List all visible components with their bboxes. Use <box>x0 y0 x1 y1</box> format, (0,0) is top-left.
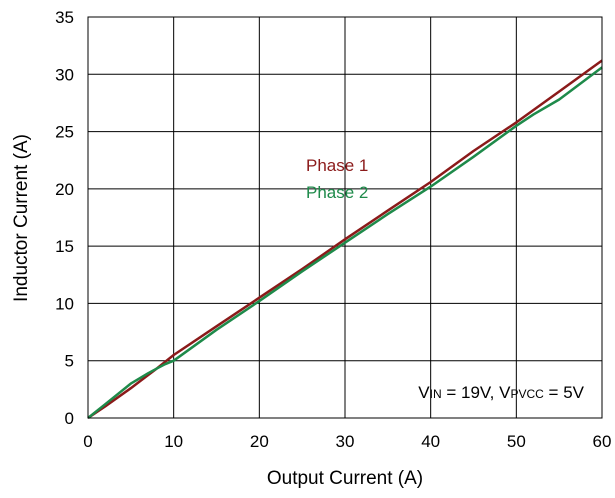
plot-frame <box>87 16 603 419</box>
series-label-phase-1: Phase 1 <box>306 156 368 175</box>
y-tick-labels: 0 5 10 15 20 25 30 35 <box>55 8 74 428</box>
y-tick-label: 5 <box>65 352 74 371</box>
x-tick-label: 20 <box>250 432 269 451</box>
y-tick-label: 20 <box>55 180 74 199</box>
x-tick-labels: 0 10 20 30 40 50 60 <box>83 432 611 451</box>
x-tick-label: 60 <box>593 432 612 451</box>
x-tick-label: 0 <box>83 432 92 451</box>
x-tick-label: 50 <box>507 432 526 451</box>
y-tick-label: 0 <box>65 409 74 428</box>
series-line-phase-1 <box>87 59 603 420</box>
y-tick-label: 35 <box>55 8 74 27</box>
series-label-phase-2: Phase 2 <box>306 183 368 202</box>
y-tick-label: 30 <box>55 65 74 84</box>
y-tick-label: 25 <box>55 123 74 142</box>
x-tick-label: 10 <box>164 432 183 451</box>
x-tick-label: 30 <box>336 432 355 451</box>
y-tick-label: 10 <box>55 294 74 313</box>
x-axis-title: Output Current (A) <box>267 468 423 489</box>
y-tick-label: 15 <box>55 237 74 256</box>
y-axis-title: Inductor Current (A) <box>11 134 32 302</box>
series-layer <box>87 59 603 420</box>
series-line-phase-2 <box>87 66 603 419</box>
x-tick-label: 40 <box>421 432 440 451</box>
conditions-annotation: VIN = 19V, VPVCC = 5V <box>418 383 584 402</box>
